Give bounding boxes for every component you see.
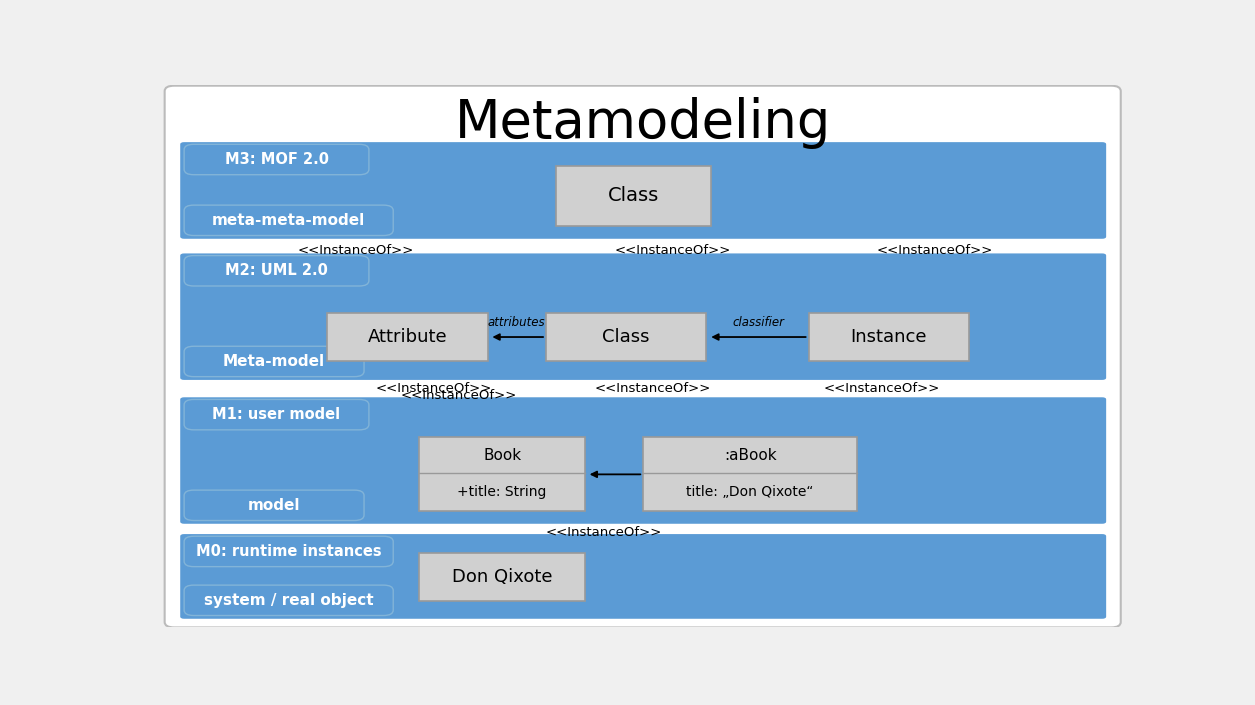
Text: :aBook: :aBook bbox=[724, 448, 777, 462]
Text: M1: user model: M1: user model bbox=[212, 407, 340, 422]
Text: Instance: Instance bbox=[851, 328, 927, 346]
Text: Metamodeling: Metamodeling bbox=[456, 97, 831, 149]
Text: classifier: classifier bbox=[732, 316, 784, 329]
Bar bbox=[328, 312, 487, 362]
Text: <<InstanceOf>>: <<InstanceOf>> bbox=[546, 526, 663, 539]
Text: system / real object: system / real object bbox=[203, 593, 374, 608]
Text: <<InstanceOf>>: <<InstanceOf>> bbox=[376, 382, 492, 395]
Text: Attribute: Attribute bbox=[368, 328, 447, 346]
FancyBboxPatch shape bbox=[184, 585, 393, 615]
FancyBboxPatch shape bbox=[181, 142, 1106, 239]
FancyBboxPatch shape bbox=[184, 400, 369, 430]
Text: meta-meta-model: meta-meta-model bbox=[212, 213, 365, 228]
Text: <<InstanceOf>>: <<InstanceOf>> bbox=[877, 244, 993, 257]
Text: <<InstanceOf>>: <<InstanceOf>> bbox=[400, 388, 517, 402]
Text: Book: Book bbox=[483, 448, 521, 462]
FancyBboxPatch shape bbox=[184, 145, 369, 175]
Text: Class: Class bbox=[602, 328, 650, 346]
Text: model: model bbox=[247, 498, 300, 513]
FancyBboxPatch shape bbox=[184, 205, 393, 235]
Text: M2: UML 2.0: M2: UML 2.0 bbox=[225, 263, 328, 278]
FancyBboxPatch shape bbox=[164, 86, 1121, 627]
Bar bbox=[556, 166, 712, 226]
FancyBboxPatch shape bbox=[184, 490, 364, 520]
FancyBboxPatch shape bbox=[181, 534, 1106, 619]
Text: <<InstanceOf>>: <<InstanceOf>> bbox=[595, 382, 712, 395]
Text: +title: String: +title: String bbox=[458, 484, 547, 498]
FancyBboxPatch shape bbox=[181, 398, 1106, 524]
Bar bbox=[546, 312, 707, 362]
Text: Don Qixote: Don Qixote bbox=[452, 568, 552, 586]
Text: M3: MOF 2.0: M3: MOF 2.0 bbox=[225, 152, 329, 167]
Text: title: „Don Qixote“: title: „Don Qixote“ bbox=[686, 484, 813, 498]
FancyBboxPatch shape bbox=[184, 537, 393, 567]
Text: <<InstanceOf>>: <<InstanceOf>> bbox=[823, 382, 940, 395]
Bar bbox=[419, 553, 585, 601]
Text: <<InstanceOf>>: <<InstanceOf>> bbox=[299, 244, 414, 257]
Bar bbox=[808, 312, 969, 362]
Text: attributes: attributes bbox=[488, 316, 546, 329]
Bar bbox=[644, 437, 857, 510]
FancyBboxPatch shape bbox=[184, 346, 364, 376]
FancyBboxPatch shape bbox=[184, 256, 369, 286]
Text: Class: Class bbox=[607, 186, 659, 205]
Text: <<InstanceOf>>: <<InstanceOf>> bbox=[614, 244, 730, 257]
FancyBboxPatch shape bbox=[181, 253, 1106, 380]
Text: Meta-model: Meta-model bbox=[223, 354, 325, 369]
Text: M0: runtime instances: M0: runtime instances bbox=[196, 544, 382, 559]
Bar bbox=[419, 437, 585, 510]
